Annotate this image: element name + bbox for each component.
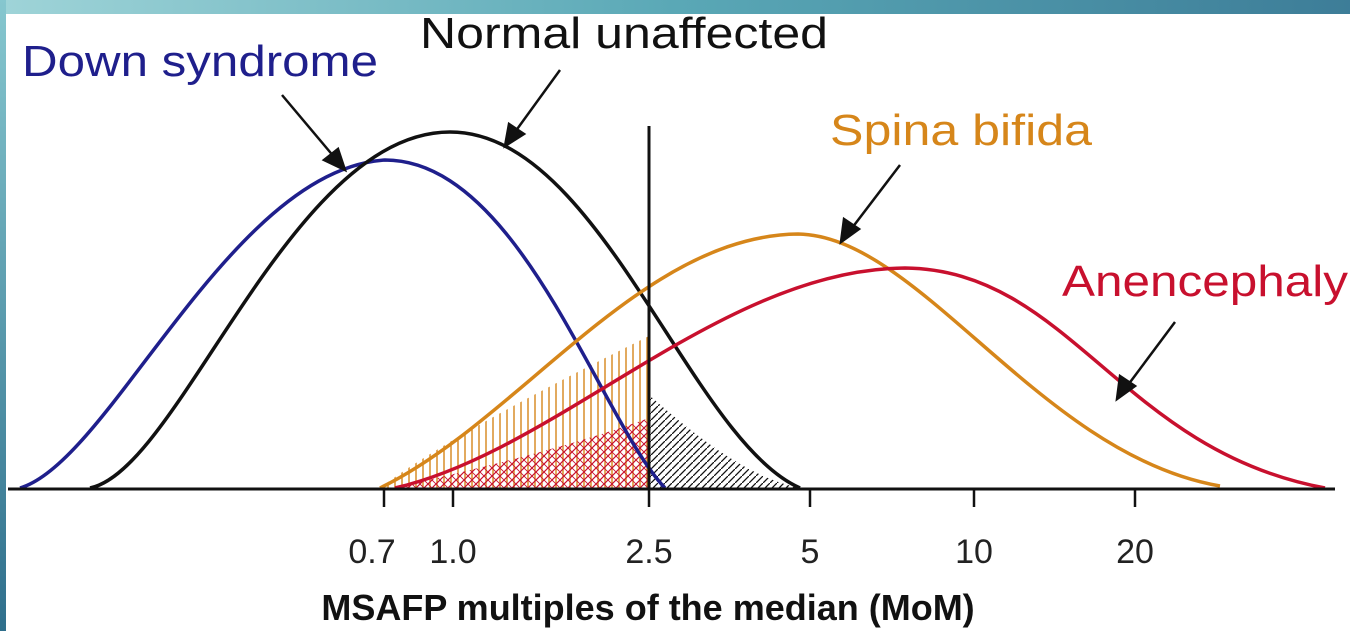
tick-label: 10	[955, 533, 993, 571]
down-syndrome-label: Down syndrome	[22, 37, 378, 86]
tick-label: 1.0	[429, 533, 476, 571]
normal-unaffected-arrow	[505, 70, 560, 146]
tick-label: 0.7	[348, 533, 395, 571]
down-syndrome-arrow	[282, 95, 345, 170]
anencephaly-arrow	[1117, 322, 1175, 399]
normal-unaffected-label: Normal unaffected	[420, 9, 828, 58]
anencephaly-label: Anencephaly	[1062, 257, 1348, 306]
shaded-areas	[380, 336, 800, 488]
x-axis-ticks: 0.7 1.0 2.5 5 10 20	[348, 489, 1154, 571]
spina-bifida-arrow	[841, 165, 900, 242]
x-axis-label: MSAFP multiples of the median (MoM)	[321, 587, 974, 628]
spina-bifida-label: Spina bifida	[830, 106, 1093, 155]
tick-label: 2.5	[625, 533, 672, 571]
tick-label: 20	[1116, 533, 1154, 571]
tick-label: 5	[801, 533, 820, 571]
